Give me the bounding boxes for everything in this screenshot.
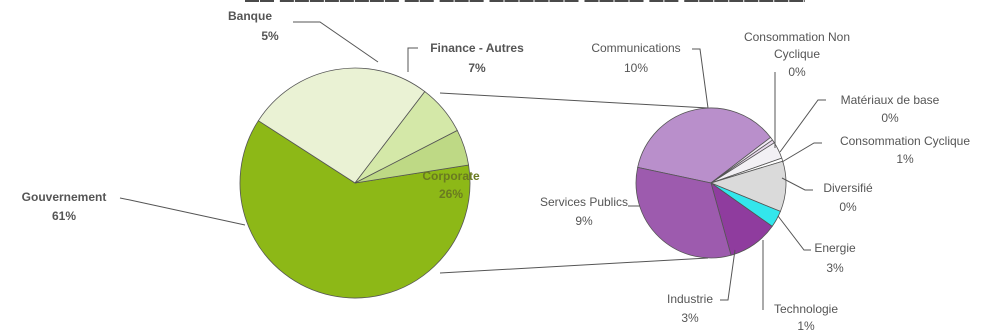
category-label-finance-autres: Finance - Autres	[430, 41, 524, 55]
value-label-gouvernement: 61%	[52, 209, 76, 223]
category-label-materiaux-de-base: Matériaux de base	[841, 93, 940, 107]
label-leader-lines	[119, 21, 826, 310]
main-pie	[239, 67, 471, 299]
leader-line-diversifie	[781, 177, 813, 191]
value-label-industrie: 3%	[681, 311, 699, 325]
value-label-technologie: 1%	[797, 319, 815, 331]
chart-title-cropped: ▬▬ ▬▬▬▬▬▬▬▬ ▬▬ ▬▬▬ ▬▬▬▬▬▬ ▬▬▬▬ ▬▬ ▬▬▬▬▬▬…	[245, 0, 805, 3]
detail-pie	[635, 107, 787, 259]
value-label-consommation-cyclique: 1%	[896, 152, 914, 166]
value-label-materiaux-de-base: 0%	[881, 111, 899, 125]
pie-slice-gouvernement	[239, 120, 471, 299]
connector-line-bottom	[439, 257, 709, 274]
category-label-banque: Banque	[228, 9, 272, 23]
pie-slice-banque	[354, 129, 470, 184]
leader-line-communications	[692, 48, 709, 109]
category-label-technologie: Technologie	[774, 302, 838, 316]
pie-slice-corporate	[257, 67, 426, 184]
leader-line-gouvernement	[119, 197, 246, 226]
connector-lines	[439, 92, 709, 274]
leader-line-materiaux-de-base	[779, 99, 826, 153]
detail-slice-communications	[637, 107, 772, 184]
value-label-corporate: 26%	[439, 187, 463, 201]
leader-line-banque	[293, 21, 379, 63]
category-label-diversifie: Diversifié	[823, 181, 873, 195]
leader-line-finance-autres	[407, 47, 418, 72]
category-label-services-publics: Services Publics	[540, 195, 628, 209]
category-label-energie: Energie	[814, 241, 856, 255]
value-label-services-publics: 9%	[575, 214, 593, 228]
value-label-diversifie: 0%	[839, 200, 857, 214]
leader-line-consommation-cyclique	[781, 142, 822, 163]
detail-slice-services-publics	[635, 166, 732, 259]
category-label-consommation-non-cyclique: Consommation Non	[744, 30, 850, 44]
value-label-communications: 10%	[624, 61, 648, 75]
category-label-consommation-non-cyclique: Cyclique	[774, 47, 820, 61]
category-label-industrie: Industrie	[667, 292, 713, 306]
leader-line-energie	[777, 215, 811, 251]
category-label-corporate: Corporate	[422, 169, 480, 183]
leader-line-industrie	[720, 249, 736, 301]
category-label-consommation-cyclique: Consommation Cyclique	[840, 134, 970, 148]
value-label-banque: 5%	[261, 29, 279, 43]
category-label-communications: Communications	[591, 41, 680, 55]
connector-line-top	[439, 92, 709, 109]
category-label-gouvernement: Gouvernement	[22, 190, 107, 204]
value-label-consommation-non-cyclique: 0%	[788, 65, 806, 79]
value-label-finance-autres: 7%	[468, 61, 486, 75]
value-label-energie: 3%	[826, 261, 844, 275]
data-labels: Banque 5% Finance - Autres 7% Corporate 26% Go…	[22, 9, 971, 333]
